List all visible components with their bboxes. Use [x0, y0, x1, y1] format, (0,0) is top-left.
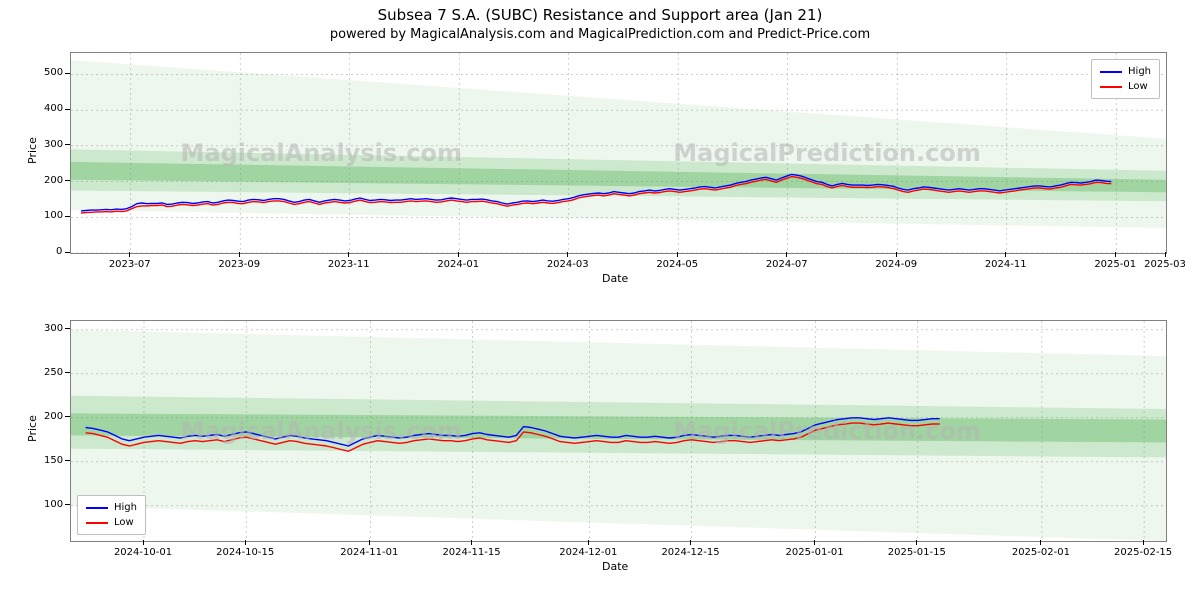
y-tick-label: 0: [56, 246, 62, 257]
x-tick-label: 2025-01-01: [786, 547, 844, 558]
y-tick-label: 200: [44, 175, 63, 186]
x-tick-label: 2023-07: [109, 259, 151, 270]
bottom-legend: High Low: [77, 495, 146, 535]
legend-item-high: High: [1100, 64, 1151, 79]
x-tick-label: 2025-01-15: [888, 547, 946, 558]
legend-item-low: Low: [86, 515, 137, 530]
y-tick-label: 300: [44, 139, 63, 150]
legend-label-low: Low: [114, 515, 134, 530]
legend-swatch-low: [86, 522, 108, 524]
legend-label-low: Low: [1128, 79, 1148, 94]
x-tick-label: 2024-03: [547, 259, 589, 270]
legend-swatch-low: [1100, 86, 1122, 88]
x-tick-label: 2024-10-15: [216, 547, 274, 558]
y-tick-label: 500: [44, 67, 63, 78]
top-chart: MagicalAnalysis.com MagicalPrediction.co…: [70, 52, 1165, 284]
x-tick-label: 2024-11-15: [442, 547, 500, 558]
x-tick-label: 2023-09: [218, 259, 260, 270]
legend-item-low: Low: [1100, 79, 1151, 94]
top-y-axis-label: Price: [26, 137, 39, 164]
legend-swatch-high: [1100, 71, 1122, 73]
x-tick-label: 2024-01: [437, 259, 479, 270]
legend-label-high: High: [1128, 64, 1151, 79]
x-tick-label: 2024-07: [766, 259, 808, 270]
top-plot-area: MagicalAnalysis.com MagicalPrediction.co…: [70, 52, 1167, 254]
y-tick-label: 100: [44, 499, 63, 510]
x-tick-label: 2023-11: [328, 259, 370, 270]
x-tick-label: 2024-09: [875, 259, 917, 270]
top-x-axis-label: Date: [602, 272, 628, 285]
top-legend: High Low: [1091, 59, 1160, 99]
bottom-chart: MagicalAnalysis.com MagicalPrediction.co…: [70, 320, 1165, 580]
y-tick-label: 150: [44, 455, 63, 466]
legend-label-high: High: [114, 500, 137, 515]
x-tick-label: 2024-12-01: [559, 547, 617, 558]
x-tick-label: 2024-05: [656, 259, 698, 270]
y-tick-label: 100: [44, 210, 63, 221]
top-svg: [71, 53, 1166, 253]
x-tick-label: 2024-12-15: [661, 547, 719, 558]
x-tick-label: 2024-11-01: [340, 547, 398, 558]
x-tick-label: 2024-11: [985, 259, 1027, 270]
bottom-plot-area: MagicalAnalysis.com MagicalPrediction.co…: [70, 320, 1167, 542]
bottom-x-axis-label: Date: [602, 560, 628, 573]
x-tick-label: 2025-02-15: [1114, 547, 1172, 558]
x-tick-label: 2025-03: [1144, 259, 1186, 270]
chart-title: Subsea 7 S.A. (SUBC) Resistance and Supp…: [0, 6, 1200, 24]
y-tick-label: 250: [44, 367, 63, 378]
x-tick-label: 2025-02-01: [1012, 547, 1070, 558]
bottom-svg: [71, 321, 1166, 541]
legend-item-high: High: [86, 500, 137, 515]
y-tick-label: 300: [44, 323, 63, 334]
x-tick-label: 2025-01: [1094, 259, 1136, 270]
y-tick-label: 400: [44, 103, 63, 114]
legend-swatch-high: [86, 507, 108, 509]
figure-root: Subsea 7 S.A. (SUBC) Resistance and Supp…: [0, 0, 1200, 600]
chart-subtitle: powered by MagicalAnalysis.com and Magic…: [0, 27, 1200, 42]
y-tick-label: 200: [44, 411, 63, 422]
x-tick-label: 2024-10-01: [114, 547, 172, 558]
bottom-y-axis-label: Price: [26, 415, 39, 442]
